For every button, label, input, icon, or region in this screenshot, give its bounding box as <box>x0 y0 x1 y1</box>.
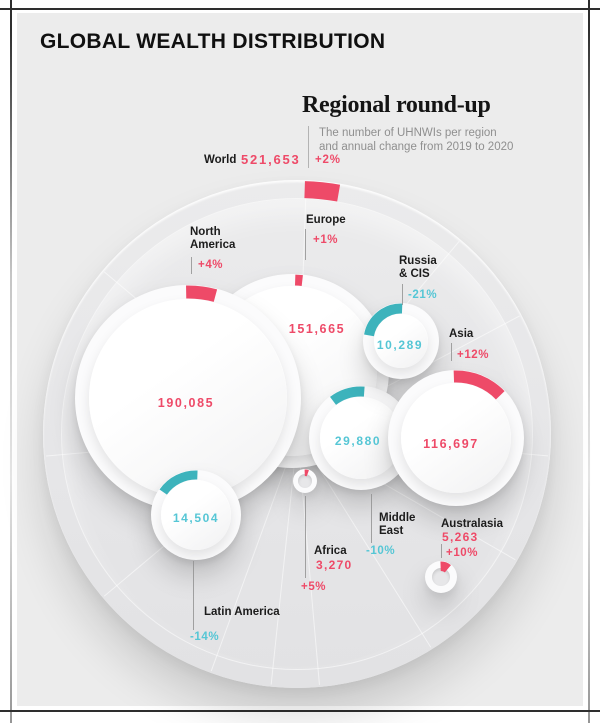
header-divider-line <box>308 126 309 168</box>
bubble-latin-america <box>151 470 241 560</box>
change-arc-north-america <box>186 285 218 302</box>
change-asia: +12% <box>457 349 490 361</box>
bubble-hole-australasia <box>432 568 450 586</box>
change-arc-asia <box>453 370 505 400</box>
change-arc-europe <box>294 274 303 287</box>
bubble-africa <box>293 469 317 493</box>
roundup-heading: Regional round-up <box>302 92 491 118</box>
bubble-face-north-america <box>89 299 287 497</box>
value-middle-east: 29,880 <box>334 434 382 448</box>
change-australasia: +10% <box>446 547 479 559</box>
bubble-asia <box>388 370 524 506</box>
label-latin-america: Latin America <box>204 606 280 618</box>
frame-line-left <box>10 0 12 723</box>
world-value: 521,653 <box>241 152 301 167</box>
change-arc-latin-america <box>159 470 198 495</box>
value-latin-america: 14,504 <box>172 511 220 525</box>
change-africa: +5% <box>301 581 327 593</box>
label-australasia: Australasia <box>441 518 504 530</box>
value-australasia: 5,263 <box>442 530 479 544</box>
tick-asia <box>451 343 452 361</box>
frame-line-top <box>0 8 600 10</box>
tick-australasia <box>441 544 442 558</box>
change-arc-australasia <box>440 561 451 573</box>
tick-latin-america <box>193 561 194 630</box>
change-north-america: +4% <box>198 259 224 271</box>
value-russia-cis: 10,289 <box>376 338 424 352</box>
bubble-face-russia-cis <box>374 314 428 368</box>
bubble-hole-africa <box>298 474 312 488</box>
tick-north-america <box>191 257 192 274</box>
label-africa: Africa <box>314 545 347 557</box>
change-middle-east: -10% <box>366 545 396 557</box>
bubble-face-latin-america <box>161 480 231 550</box>
frame-line-bottom <box>0 710 600 712</box>
page-title: GLOBAL WEALTH DISTRIBUTION <box>40 30 386 53</box>
frame-line-right <box>588 0 590 723</box>
subtitle-line-2: and annual change from 2019 to 2020 <box>319 141 514 153</box>
tick-europe <box>305 229 306 260</box>
change-latin-america: -14% <box>190 631 220 643</box>
value-asia: 116,697 <box>423 437 479 451</box>
subtitle-line-1: The number of UHNWIs per region <box>319 127 497 139</box>
tick-africa <box>305 496 306 578</box>
value-europe: 151,665 <box>288 322 346 336</box>
change-arc-russia-cis <box>364 303 403 337</box>
value-africa: 3,270 <box>316 558 353 572</box>
bubble-australasia <box>425 561 457 593</box>
bubble-middle-east <box>309 386 413 490</box>
change-europe: +1% <box>313 234 339 246</box>
tick-middle-east <box>371 494 372 543</box>
label-europe: Europe <box>306 214 346 226</box>
label-north-america: North America <box>190 226 236 251</box>
tick-russia-cis <box>402 284 403 305</box>
label-russia-cis: Russia & CIS <box>399 255 437 280</box>
bubble-face-asia <box>401 383 511 493</box>
change-russia-cis: -21% <box>408 289 438 301</box>
world-label: World <box>204 154 237 166</box>
change-arc-middle-east <box>330 386 365 406</box>
label-middle-east: Middle East <box>379 512 416 537</box>
label-asia: Asia <box>449 328 474 340</box>
world-change: +2% <box>315 154 341 166</box>
bubble-russia-cis <box>363 303 439 379</box>
value-north-america: 190,085 <box>157 396 215 410</box>
